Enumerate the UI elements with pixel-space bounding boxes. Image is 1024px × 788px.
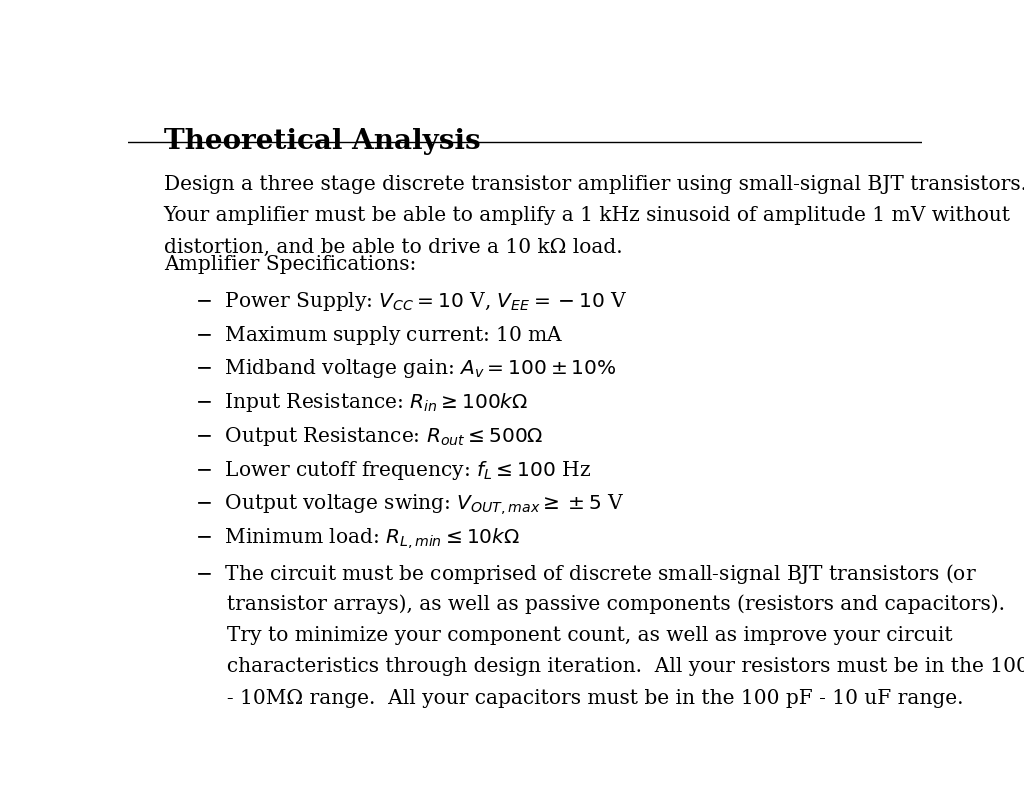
Text: Your amplifier must be able to amplify a 1 kHz sinusoid of amplitude 1 mV withou: Your amplifier must be able to amplify a… bbox=[164, 206, 1011, 225]
Text: $-$  Input Resistance: $R_{in} \geq 100k\Omega$: $-$ Input Resistance: $R_{in} \geq 100k\… bbox=[196, 391, 528, 414]
Text: $-$  Output voltage swing: $V_{OUT,max} \geq \pm 5$ V: $-$ Output voltage swing: $V_{OUT,max} \… bbox=[196, 492, 625, 518]
Text: $-$  Maximum supply current: 10 mA: $-$ Maximum supply current: 10 mA bbox=[196, 324, 564, 347]
Text: $-$  The circuit must be comprised of discrete small-signal BJT transistors (or: $-$ The circuit must be comprised of dis… bbox=[196, 563, 977, 586]
Text: Amplifier Specifications:: Amplifier Specifications: bbox=[164, 255, 416, 274]
Text: $-$  Midband voltage gain: $A_v = 100 \pm 10\%$: $-$ Midband voltage gain: $A_v = 100 \pm… bbox=[196, 358, 616, 381]
Text: Try to minimize your component count, as well as improve your circuit: Try to minimize your component count, as… bbox=[196, 626, 953, 645]
Text: $-$  Minimum load: $R_{L,min} \leq 10k\Omega$: $-$ Minimum load: $R_{L,min} \leq 10k\Om… bbox=[196, 526, 520, 551]
Text: Design a three stage discrete transistor amplifier using small-signal BJT transi: Design a three stage discrete transistor… bbox=[164, 175, 1024, 194]
Text: Theoretical Analysis: Theoretical Analysis bbox=[164, 128, 480, 155]
Text: $-$  Lower cutoff frequency: $f_L \leq 100$ Hz: $-$ Lower cutoff frequency: $f_L \leq 10… bbox=[196, 459, 592, 481]
Text: - 10MΩ range.  All your capacitors must be in the 100 pF - 10 uF range.: - 10MΩ range. All your capacitors must b… bbox=[196, 689, 964, 708]
Text: transistor arrays), as well as passive components (resistors and capacitors).: transistor arrays), as well as passive c… bbox=[196, 594, 1006, 614]
Text: $-$  Output Resistance: $R_{out} \leq 500\Omega$: $-$ Output Resistance: $R_{out} \leq 500… bbox=[196, 425, 544, 448]
Text: characteristics through design iteration.  All your resistors must be in the 100: characteristics through design iteration… bbox=[196, 657, 1024, 676]
Text: $-$  Power Supply: $V_{CC} = 10$ V, $V_{EE} = -10$ V: $-$ Power Supply: $V_{CC} = 10$ V, $V_{E… bbox=[196, 290, 628, 313]
Text: distortion, and be able to drive a 10 kΩ load.: distortion, and be able to drive a 10 kΩ… bbox=[164, 238, 623, 257]
